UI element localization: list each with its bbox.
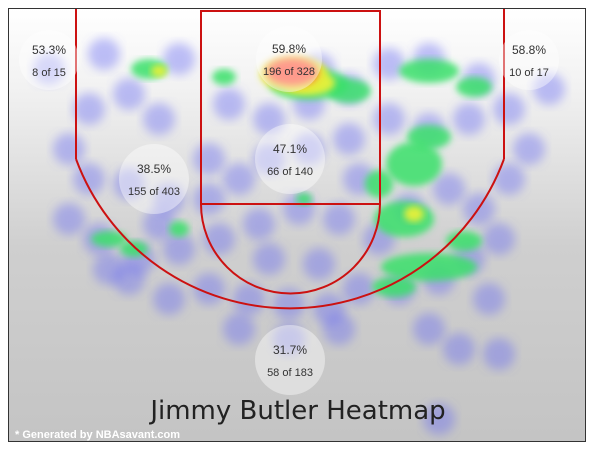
zone-circle	[255, 325, 325, 395]
heat-blob-mid	[296, 193, 312, 205]
heat-blob-low	[88, 38, 120, 70]
heat-blob-low	[413, 313, 445, 345]
zone-restricted-area: 59.8% 196 of 328	[256, 26, 322, 92]
zone-circle	[119, 144, 189, 214]
zone-pct-label: 38.5%	[137, 162, 171, 176]
heat-blob-low	[93, 253, 125, 285]
heat-blob-mid	[372, 277, 416, 297]
zone-pct-label: 58.8%	[512, 43, 546, 57]
zone-left-corner-three: 53.3% 8 of 15	[19, 30, 79, 90]
heat-blob-low	[193, 183, 225, 215]
heat-blob-low	[293, 133, 325, 165]
heat-blob-low	[253, 103, 285, 135]
heat-blob-low	[443, 333, 475, 365]
zone-mid-range: 38.5% 155 of 403	[119, 144, 189, 214]
heat-blob-mid	[456, 77, 492, 97]
zone-circle	[255, 124, 325, 194]
heat-blob-mid	[407, 125, 451, 149]
zone-pct-label: 47.1%	[273, 142, 307, 156]
three-point-arc	[75, 158, 505, 310]
heat-blob-mid	[386, 142, 442, 186]
heat-blob-low	[113, 168, 145, 200]
heat-blob-mid	[212, 69, 236, 85]
zone-right-corner-three: 58.8% 10 of 17	[499, 30, 559, 90]
zone-count-label: 10 of 17	[509, 67, 549, 79]
heat-blob-low	[333, 123, 365, 155]
heat-blob-low	[53, 133, 85, 165]
heat-blob-mid	[399, 59, 459, 83]
heat-blob-low	[233, 283, 265, 315]
heat-blob-low	[143, 208, 175, 240]
heat-blob-low	[273, 288, 305, 320]
zone-pct-label: 53.3%	[32, 43, 66, 57]
heat-blob-high	[151, 65, 167, 77]
heat-blob-low	[33, 53, 65, 85]
heatmap-chart: 53.3% 8 of 15 59.8% 196 of 328 58.8% 10 of 17…	[8, 8, 586, 442]
zone-count-label: 8 of 15	[32, 67, 66, 79]
heat-blob-high	[404, 206, 424, 222]
heat-blob-low	[243, 208, 275, 240]
heat-blob-low	[223, 163, 255, 195]
heat-blob-mid	[169, 221, 189, 237]
heat-blob-low	[153, 283, 185, 315]
heat-blob-low	[493, 93, 525, 125]
heat-blob-low	[303, 248, 335, 280]
heat-blob-low	[453, 103, 485, 135]
heat-blob-mid	[327, 79, 371, 103]
zone-paint-non-ra: 47.1% 66 of 140	[255, 124, 325, 194]
heat-blob-low	[423, 403, 455, 435]
heat-blob-low	[273, 323, 305, 355]
heat-blob-low	[433, 173, 465, 205]
heat-blob-low	[533, 73, 565, 105]
heat-blob-low	[143, 103, 175, 135]
heat-blob-mid	[374, 201, 434, 237]
heat-blobs	[33, 38, 565, 435]
heat-blob-low	[253, 143, 285, 175]
heat-blob-low	[53, 203, 85, 235]
zone-pct-label: 31.7%	[273, 343, 307, 357]
heat-blob-low	[483, 223, 515, 255]
zone-circle	[19, 30, 79, 90]
heat-blob-low	[493, 163, 525, 195]
heat-blob-low	[163, 233, 195, 265]
heat-blob-low	[193, 143, 225, 175]
heat-blob-low	[113, 78, 145, 110]
zone-count-label: 58 of 183	[267, 367, 313, 379]
zone-above-break-three: 31.7% 58 of 183	[255, 325, 325, 395]
chart-title: Jimmy Butler Heatmap	[148, 396, 445, 426]
heat-blob-low	[213, 88, 245, 120]
zone-count-label: 66 of 140	[267, 166, 313, 178]
heatmap-svg: 53.3% 8 of 15 59.8% 196 of 328 58.8% 10 of 17…	[15, 9, 565, 441]
heat-blob-low	[163, 43, 195, 75]
heat-blob-low	[473, 283, 505, 315]
credit-note: * Generated by NBAsavant.com	[15, 429, 180, 441]
paint-lane	[200, 10, 381, 205]
zone-circle	[256, 26, 322, 92]
heat-blob-low	[373, 48, 405, 80]
heat-blob-low	[343, 273, 375, 305]
heat-blob-low	[323, 203, 355, 235]
heat-blob-mid	[446, 231, 482, 251]
heat-blob-low	[483, 338, 515, 370]
heat-blob-low	[323, 313, 355, 345]
zone-labels: 53.3% 8 of 15 59.8% 196 of 328 58.8% 10 of 17…	[19, 26, 559, 395]
heat-blob-low	[223, 313, 255, 345]
heat-blob-low	[73, 163, 105, 195]
zone-count-label: 196 of 328	[263, 66, 315, 78]
heat-blob-low	[253, 243, 285, 275]
heat-blob-mid	[381, 253, 477, 281]
court-lines	[75, 9, 505, 310]
heat-blob-low	[73, 93, 105, 125]
free-throw-arc	[200, 203, 381, 295]
heat-blob-low	[513, 133, 545, 165]
heat-blob-low	[373, 103, 405, 135]
heat-blob-max	[266, 58, 318, 86]
heat-blob-low	[153, 183, 185, 215]
zone-circle	[499, 30, 559, 90]
heat-blob-mid	[91, 231, 127, 247]
zone-pct-label: 59.8%	[272, 42, 306, 56]
zone-count-label: 155 of 403	[128, 186, 180, 198]
